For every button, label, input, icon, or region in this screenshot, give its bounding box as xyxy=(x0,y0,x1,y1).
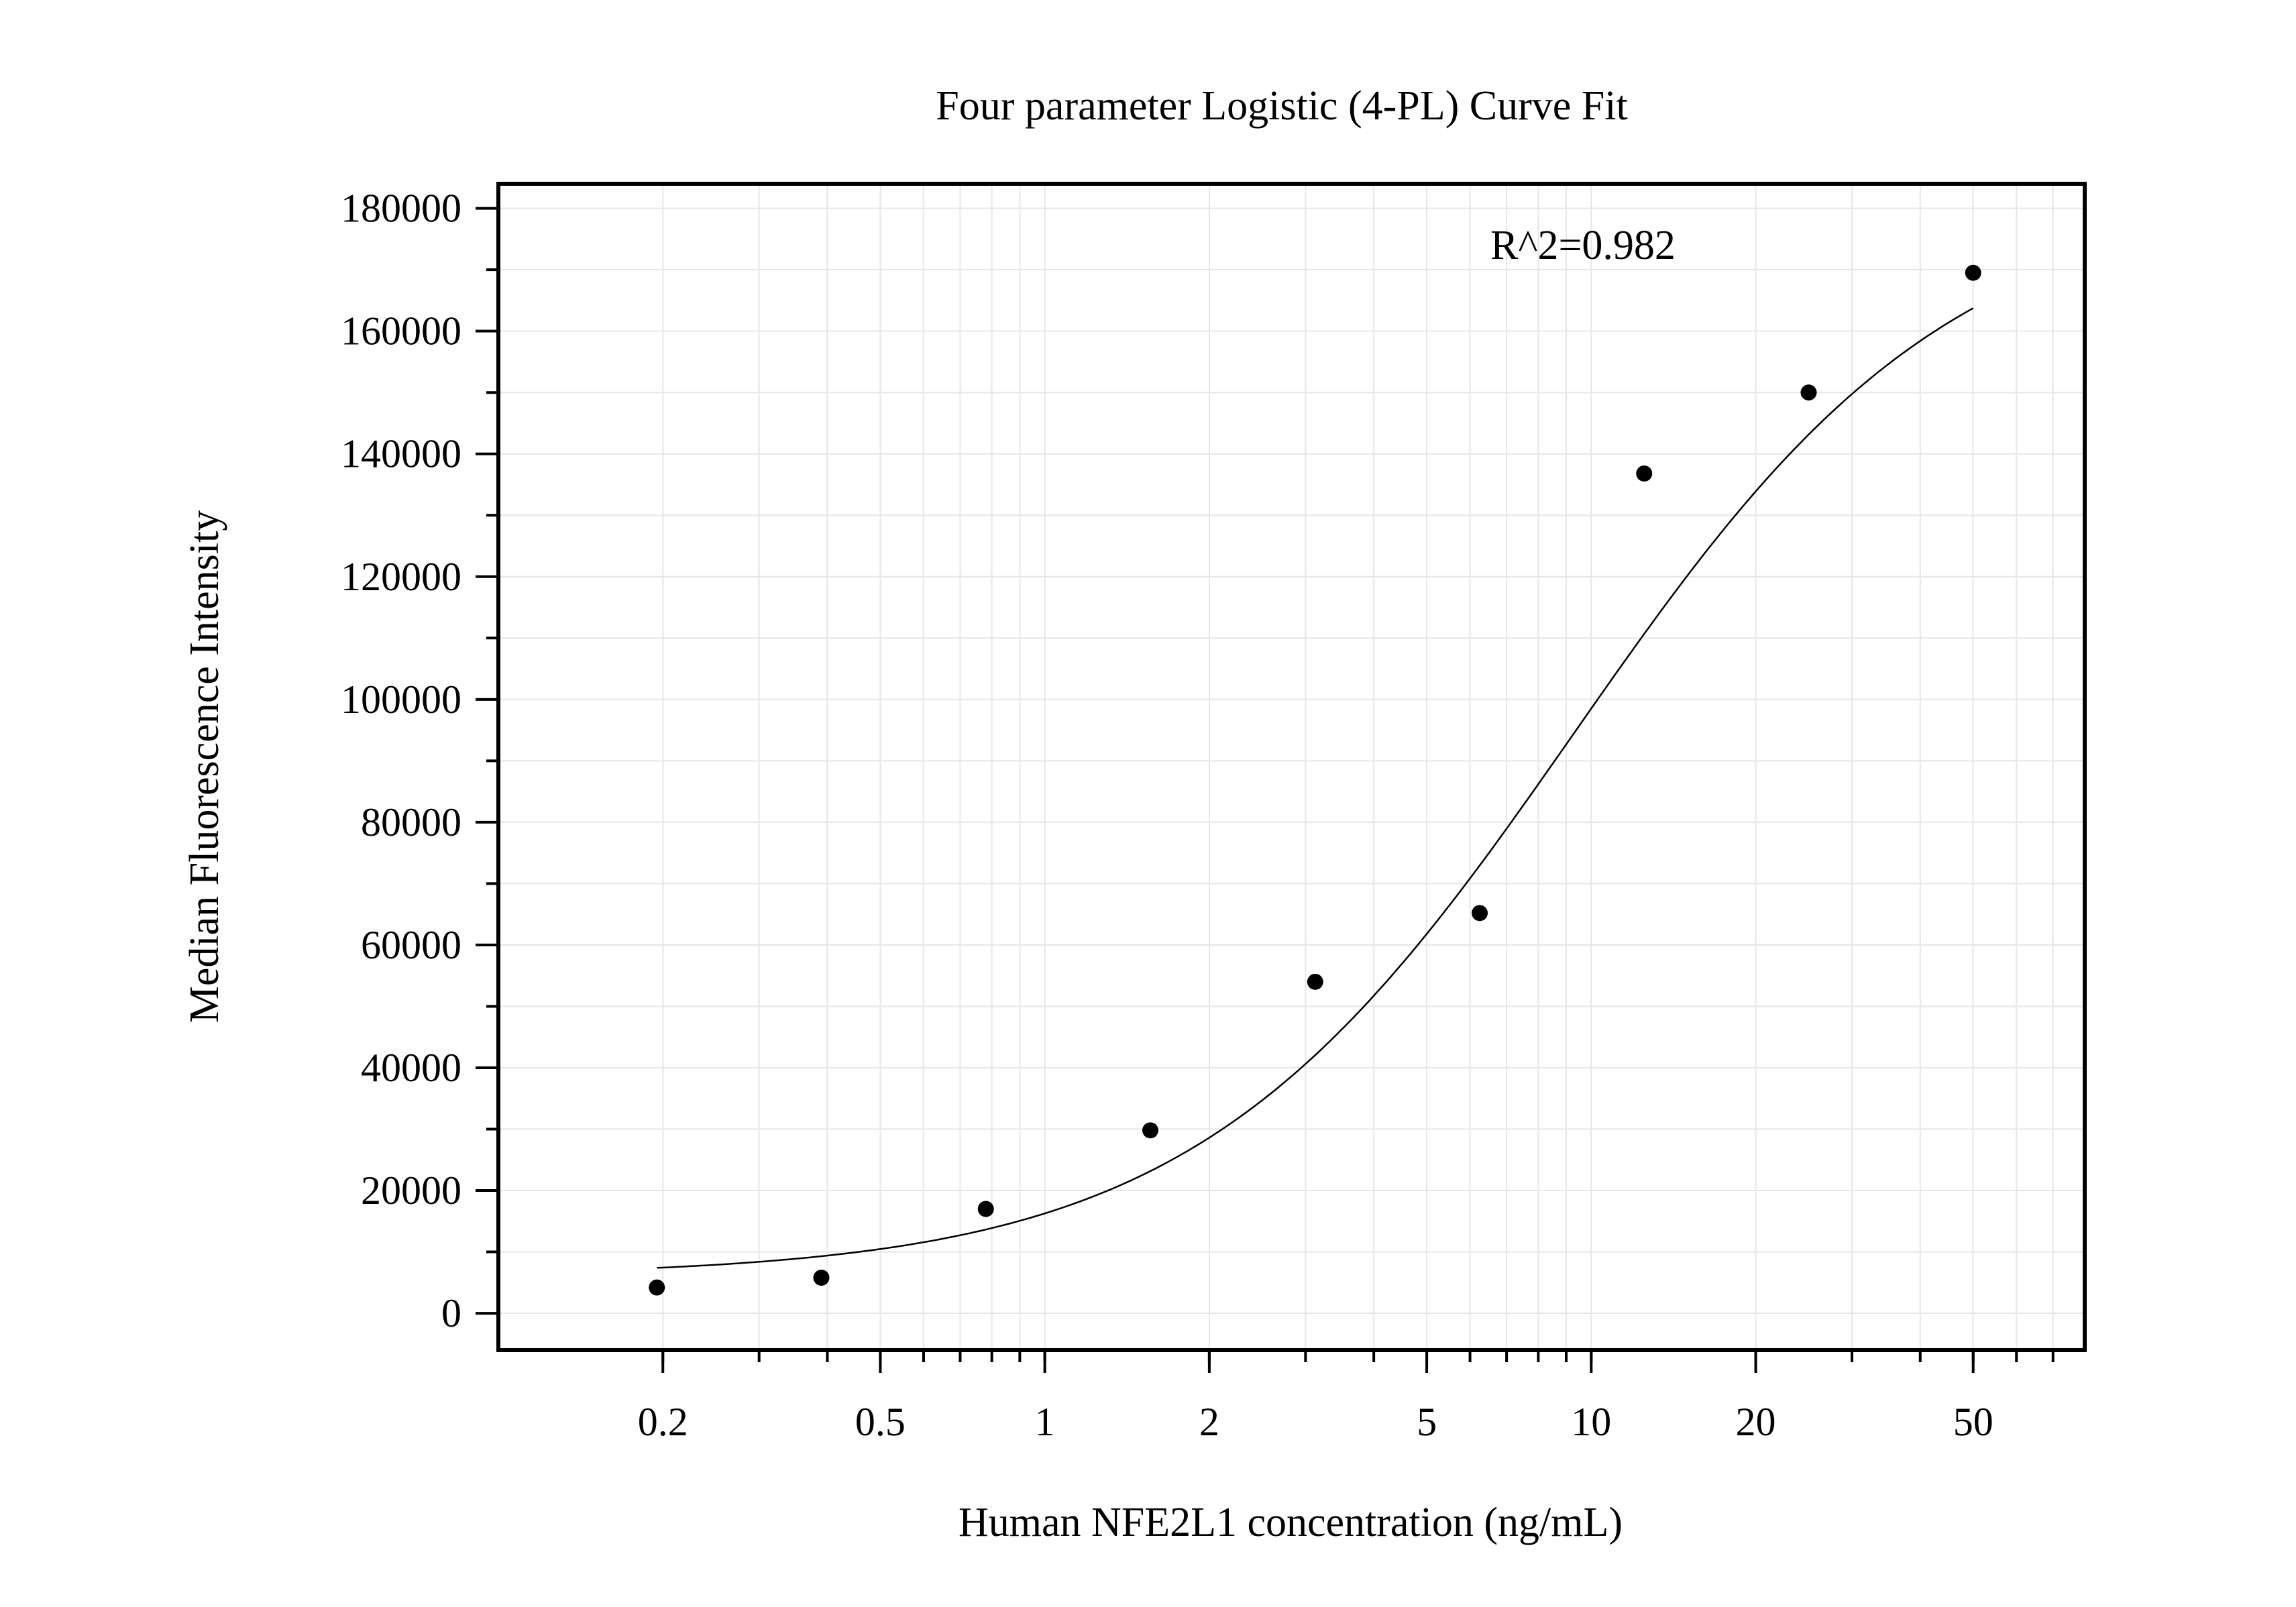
chart-title: Four parameter Logistic (4-PL) Curve Fit xyxy=(936,83,1627,129)
x-axis-label: Human NFE2L1 concentration (ng/mL) xyxy=(959,1500,1623,1545)
y-tick-label: 60000 xyxy=(361,923,461,967)
axis-layer xyxy=(496,182,2087,1352)
data-point xyxy=(1965,264,1981,281)
grid-layer xyxy=(498,184,2085,1350)
x-tick-label: 0.2 xyxy=(638,1400,688,1444)
data-point xyxy=(1800,384,1817,401)
x-tick-label: 5 xyxy=(1417,1400,1437,1444)
plot-frame xyxy=(496,182,2087,1352)
fit-curve xyxy=(657,307,1974,1269)
data-point xyxy=(649,1279,665,1296)
x-tick-label: 0.5 xyxy=(855,1400,906,1444)
r-squared-annotation: R^2=0.982 xyxy=(1490,223,1676,268)
y-tick-label: 100000 xyxy=(341,677,461,722)
data-point xyxy=(1307,973,1323,990)
x-tick-label: 1 xyxy=(1035,1400,1055,1444)
tick-layer: 0.2 0.5 1 2 5 10 20 50 0 20000 40000 60000 80000 1000… xyxy=(341,186,2055,1444)
data-point xyxy=(813,1269,830,1286)
y-axis-label: Median Fluorescence Intensity xyxy=(182,510,227,1023)
data-point xyxy=(1472,905,1488,922)
data-point xyxy=(1636,465,1653,482)
data-point xyxy=(977,1201,994,1217)
y-tick-label: 40000 xyxy=(361,1046,461,1090)
x-tick-label: 10 xyxy=(1571,1400,1611,1444)
y-tick-label: 140000 xyxy=(341,432,461,476)
x-tick-label: 2 xyxy=(1199,1400,1219,1444)
x-tick-label: 50 xyxy=(1953,1400,1993,1444)
x-tick-label: 20 xyxy=(1736,1400,1776,1444)
y-tick-label: 160000 xyxy=(341,309,461,353)
y-tick-label: 180000 xyxy=(341,186,461,231)
y-tick-label: 20000 xyxy=(361,1168,461,1213)
y-tick-label: 120000 xyxy=(341,555,461,599)
data-point xyxy=(1142,1122,1158,1139)
series-layer xyxy=(649,264,1981,1296)
y-tick-label: 0 xyxy=(441,1291,461,1335)
y-tick-label: 80000 xyxy=(361,800,461,844)
